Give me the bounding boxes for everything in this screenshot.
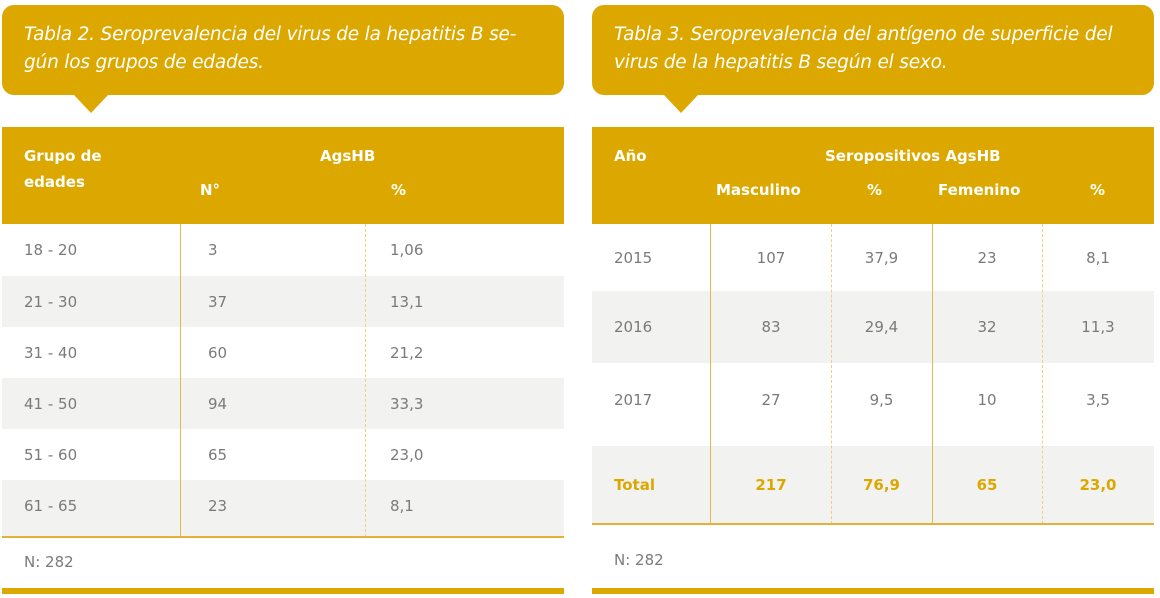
table3-caption: Tabla 3. Seroprevalencia del antígeno de… <box>592 5 1154 113</box>
cell-male: 83 <box>761 318 781 336</box>
column-divider <box>365 224 366 537</box>
cell-female: 23 <box>977 248 997 267</box>
table3: Año Seropositivos AgsHB Masculino % Feme… <box>592 127 1154 595</box>
cell-group: 21 - 30 <box>24 292 78 311</box>
table-row: 51 - 60 65 23,0 <box>2 429 564 480</box>
cell-group: 41 - 50 <box>24 394 78 413</box>
cell-year: 2017 <box>614 390 653 409</box>
table2-caption-line2: gún los grupos de edades. <box>24 52 264 73</box>
cell-n: 37 <box>208 292 228 311</box>
cell-n: 60 <box>208 343 228 362</box>
cell-group: 61 - 65 <box>24 496 78 515</box>
table2-caption: Tabla 2. Seroprevalencia del virus de la… <box>2 5 564 113</box>
table3-header: Año Seropositivos AgsHB Masculino % Feme… <box>592 127 1154 224</box>
cell-total-male-pct: 76,9 <box>862 476 900 494</box>
table-row: 2017 27 9,5 10 3,5 <box>592 363 1154 446</box>
cell-pct: 21,2 <box>390 343 424 362</box>
column-divider <box>932 224 933 524</box>
caption-pointer-icon <box>664 95 698 113</box>
table-row-total: Total 217 76,9 65 23,0 <box>592 446 1154 524</box>
header-male-pct: % <box>867 181 883 199</box>
cell-male-pct: 37,9 <box>864 248 899 267</box>
table-bottom-bar <box>2 588 564 594</box>
cell-group: 31 - 40 <box>24 343 78 362</box>
cell-pct: 1,06 <box>390 241 424 259</box>
table2-caption-line1: Tabla 2. Seroprevalencia del virus de la… <box>24 24 517 45</box>
cell-male-pct: 9,5 <box>869 390 894 409</box>
table3-footer: N: 282 <box>614 551 664 569</box>
caption-pointer-icon <box>74 95 108 113</box>
table-row: 18 - 20 3 1,06 <box>2 224 564 276</box>
cell-male: 107 <box>756 248 786 267</box>
cell-pct: 8,1 <box>390 496 414 515</box>
cell-female-pct: 11,3 <box>1081 318 1115 336</box>
cell-group: 18 - 20 <box>24 241 78 259</box>
table-row: 2015 107 37,9 23 8,1 <box>592 224 1154 291</box>
cell-n: 94 <box>208 394 228 413</box>
header-female-pct: % <box>1090 181 1106 199</box>
header-group-2: edades <box>24 173 85 191</box>
cell-male: 27 <box>761 390 781 409</box>
column-divider <box>710 224 711 524</box>
header-seropositivos: Seropositivos AgsHB <box>825 147 1001 165</box>
cell-pct: 23,0 <box>390 445 424 464</box>
column-divider <box>831 224 832 524</box>
header-n: N° <box>200 181 221 199</box>
cell-year: 2016 <box>614 318 653 336</box>
table2-footer: N: 282 <box>24 553 74 571</box>
header-male: Masculino <box>716 181 801 199</box>
cell-total-female-pct: 23,0 <box>1079 476 1117 494</box>
header-group: Grupo de <box>24 147 102 165</box>
cell-total-female: 65 <box>976 476 998 494</box>
cell-pct: 33,3 <box>390 394 424 413</box>
cell-total-label: Total <box>614 476 655 494</box>
column-divider <box>1042 224 1043 524</box>
table3-caption-line1: Tabla 3. Seroprevalencia del antígeno de… <box>614 24 1113 45</box>
cell-n: 65 <box>208 445 228 464</box>
cell-female: 32 <box>977 318 997 336</box>
table3-caption-line2: virus de la hepatitis B según el sexo. <box>614 52 948 73</box>
header-female: Femenino <box>938 181 1021 199</box>
cell-group: 51 - 60 <box>24 445 78 464</box>
table-rule <box>592 523 1154 525</box>
column-divider <box>180 224 181 537</box>
header-pct: % <box>391 181 407 199</box>
cell-male-pct: 29,4 <box>864 318 899 336</box>
table-row: 21 - 30 37 13,1 <box>2 276 564 327</box>
cell-n: 3 <box>208 241 218 259</box>
cell-year: 2015 <box>614 248 653 267</box>
cell-n: 23 <box>208 496 228 515</box>
cell-female: 10 <box>977 390 997 409</box>
table-row: 2016 83 29,4 32 11,3 <box>592 291 1154 363</box>
cell-female-pct: 8,1 <box>1086 248 1110 267</box>
table-bottom-bar <box>592 588 1154 594</box>
table-row: 61 - 65 23 8,1 <box>2 480 564 537</box>
header-agshb: AgsHB <box>320 147 376 165</box>
table2-header: Grupo de edades AgsHB N° % <box>2 127 564 224</box>
table-rule <box>2 536 564 538</box>
cell-total-male: 217 <box>755 476 787 494</box>
cell-pct: 13,1 <box>390 292 424 311</box>
header-year: Año <box>614 147 647 165</box>
table2: Grupo de edades AgsHB N° % 18 - 20 3 1,0… <box>2 127 564 595</box>
table-row: 31 - 40 60 21,2 <box>2 327 564 378</box>
cell-female-pct: 3,5 <box>1086 390 1110 409</box>
table-row: 41 - 50 94 33,3 <box>2 378 564 429</box>
